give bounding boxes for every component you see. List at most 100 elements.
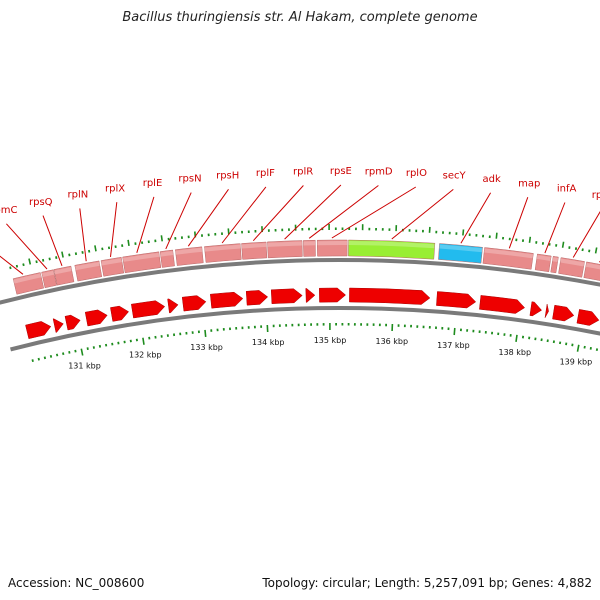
- cds-arrow-rpmC: [52, 318, 64, 333]
- scale-label: 136 kbp: [375, 337, 408, 346]
- scale-minor-tick: [37, 357, 40, 361]
- outer-minor-tick: [68, 253, 71, 257]
- scale-labels: 131 kbp 132 kbp 133 kbp 134 kbp 135 kbp 136 k…: [68, 336, 593, 370]
- gene-block-highlight: [552, 257, 559, 263]
- scale-major-tick: [453, 327, 456, 336]
- scale-minor-tick: [68, 351, 71, 354]
- leader-line-rpsN: [165, 192, 192, 250]
- gene-block-rplO: [316, 239, 348, 257]
- gene-block-highlight: [585, 262, 600, 270]
- leader-line-adk: [460, 192, 492, 244]
- outer-minor-tick: [35, 260, 38, 264]
- cds-arrow-rplR: [245, 290, 269, 306]
- scale-major-tick: [576, 344, 580, 352]
- leader-line-secY: [391, 189, 454, 240]
- gene-block-rplP: [12, 272, 44, 295]
- gene-block-rpsK: [583, 261, 600, 281]
- gene-label-adk: adk: [483, 174, 501, 185]
- gene-block-highlight: [267, 241, 303, 247]
- scale-major-tick: [142, 337, 145, 345]
- outer-minor-tick: [74, 252, 78, 256]
- gene-label-rpmD: rpmD: [365, 167, 393, 178]
- scale-label: 132 kbp: [129, 351, 162, 360]
- cds-arrow-rplX: [110, 305, 129, 322]
- gene-block-secY: [348, 239, 436, 260]
- gene-block-highlight: [439, 244, 483, 253]
- leader-line-rplE: [136, 196, 155, 253]
- outer-major-tick: [462, 229, 465, 236]
- leader-line-rpsQ: [42, 215, 63, 266]
- scale-label: 138 kbp: [498, 348, 531, 357]
- scale-minor-tick: [31, 359, 34, 363]
- outer-major-tick: [94, 245, 97, 252]
- gene-block-highlight: [303, 241, 316, 246]
- cds-arrow-rplF: [210, 291, 244, 309]
- scale-minor-tick: [62, 352, 65, 356]
- gene-block-highlight: [41, 270, 55, 278]
- gene-label-rpsM: rpsM: [592, 190, 600, 201]
- scale-major-tick: [204, 329, 207, 337]
- outer-tick-track: [9, 224, 598, 270]
- cds-arrow-rpsQ: [64, 314, 81, 331]
- scale-label: 133 kbp: [190, 343, 223, 352]
- genome-summary-text: Topology: circular; Length: 5,257,091 bp…: [262, 576, 592, 590]
- cds-arrow-rpsH: [181, 295, 207, 312]
- gene-block-highlight: [536, 255, 551, 261]
- scale-minor-tick: [583, 345, 586, 349]
- leader-line-rpsE: [284, 184, 342, 240]
- gene-label-rpsQ: rpsQ: [29, 197, 53, 208]
- gene-block-highlight: [54, 267, 72, 275]
- gene-label-rpsE: rpsE: [330, 166, 352, 177]
- gene-block-rplN: [74, 260, 103, 282]
- scale-label: 131 kbp: [68, 361, 101, 370]
- gene-block-map: [482, 247, 534, 270]
- outer-major-tick: [495, 232, 498, 239]
- cds-arrow-rpsN: [167, 298, 179, 314]
- leader-line-rpsH: [187, 189, 229, 247]
- gene-block-rplE: [122, 251, 162, 274]
- cds-arrow-rplN: [84, 309, 108, 327]
- cds-arrow-rpmD: [305, 288, 316, 303]
- gene-label-rplR: rplR: [293, 167, 313, 178]
- gene-label-map: map: [518, 178, 540, 189]
- outer-major-tick: [28, 258, 32, 265]
- scale-tick-track: [31, 323, 599, 363]
- outer-major-tick: [528, 236, 532, 243]
- leader-line-rplR: [252, 185, 304, 242]
- scale-label: 134 kbp: [252, 338, 285, 347]
- scale-minor-tick: [92, 346, 95, 349]
- outer-minor-tick: [9, 266, 12, 270]
- feature-track: [12, 239, 600, 295]
- leader-line-rplP: [0, 255, 24, 275]
- leader-line-rpmD: [308, 185, 379, 239]
- outer-major-tick: [127, 239, 130, 247]
- outer-minor-tick: [581, 248, 584, 252]
- gene-label-rplE: rplE: [143, 178, 163, 189]
- leader-line-infA: [544, 202, 566, 254]
- leader-line-rplX: [110, 202, 118, 257]
- gene-block-rpsN: [159, 249, 175, 268]
- gene-labels: rplPrpmCrpsQrplNrplXrplErpsNrpsHrplFrplR…: [0, 166, 600, 216]
- gene-label-rpsN: rpsN: [178, 174, 201, 185]
- gene-block-rpmC: [41, 269, 57, 289]
- gene-block-rpsH: [175, 246, 204, 266]
- gene-label-rplF: rplF: [256, 168, 275, 179]
- outer-minor-tick: [22, 263, 25, 267]
- gene-block-rpsQ: [53, 265, 75, 286]
- gene-block-adk: [438, 243, 483, 264]
- accession-text: Accession: NC_008600: [8, 576, 145, 590]
- outer-minor-tick: [88, 249, 91, 253]
- gene-label-rpsH: rpsH: [216, 170, 239, 181]
- backbone-inner: [10, 306, 600, 352]
- outer-minor-tick: [48, 257, 51, 261]
- outer-minor-tick: [15, 264, 19, 268]
- cds-arrow-track: [25, 287, 600, 340]
- cds-arrow-secY: [349, 287, 431, 305]
- gene-label-rplO: rplO: [406, 168, 427, 179]
- gene-block-rpsM: [558, 257, 585, 278]
- scale-label: 139 kbp: [560, 358, 593, 367]
- gene-block-highlight: [75, 261, 100, 271]
- leader-line-rplF: [221, 186, 267, 244]
- cds-arrow-rplE: [131, 300, 166, 319]
- gene-block-highlight: [348, 241, 435, 249]
